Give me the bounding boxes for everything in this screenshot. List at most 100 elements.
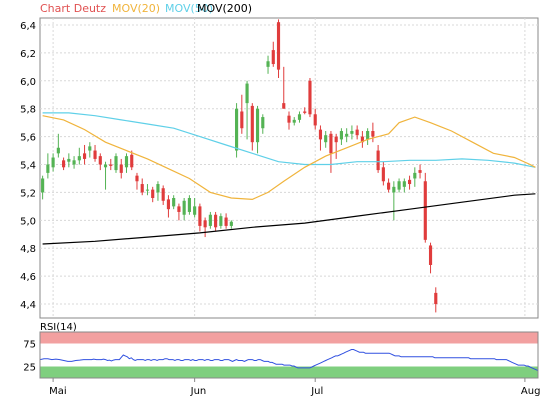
candle-body <box>266 61 270 67</box>
candle-body <box>318 129 323 140</box>
rsi-tick-label: 75 <box>23 340 36 351</box>
candle <box>187 195 191 215</box>
candle <box>318 125 323 151</box>
candle <box>271 41 275 67</box>
candle-body <box>276 22 281 70</box>
candle <box>51 153 55 172</box>
candle <box>82 144 87 165</box>
candle-body <box>371 131 375 137</box>
mov200-line <box>42 193 536 245</box>
candle <box>98 153 102 171</box>
candle-body <box>193 206 197 215</box>
candle <box>261 114 265 134</box>
candle-body <box>355 129 359 136</box>
candle <box>72 156 76 169</box>
candle <box>135 172 139 190</box>
candle <box>193 198 197 218</box>
candle <box>77 147 81 165</box>
candle-body <box>145 189 150 191</box>
candle-body <box>240 111 244 129</box>
candle-body <box>98 156 102 165</box>
price-tick-label: 4,8 <box>20 244 36 255</box>
candle-body <box>255 108 260 143</box>
candle-body <box>292 119 296 123</box>
candle-body <box>219 216 223 226</box>
candle-body <box>93 150 97 159</box>
price-tick-label: 6,4 <box>20 21 36 32</box>
candle <box>339 128 343 145</box>
candle <box>203 217 207 238</box>
candle-body <box>387 182 391 190</box>
candle-body <box>245 83 249 104</box>
candle <box>329 131 333 173</box>
candle <box>109 158 113 171</box>
candle-body <box>119 164 123 173</box>
rsi-axis: 25 75 <box>23 340 36 374</box>
price-tick-label: 4,4 <box>20 300 36 311</box>
candle-body <box>339 131 343 140</box>
candle <box>423 172 427 243</box>
candle <box>428 242 433 274</box>
price-panel: 4,4 4,6 4,8 5,0 5,2 5,4 5,6 5,8 6,0 6,2 6,4 <box>20 17 539 319</box>
candle-body <box>203 220 207 228</box>
candle <box>297 111 302 123</box>
candle <box>114 153 118 173</box>
candle-body <box>282 103 286 109</box>
candle <box>418 164 422 179</box>
price-tick-label: 5,0 <box>20 216 36 227</box>
candle-body <box>397 181 401 190</box>
candle-body <box>287 115 291 123</box>
candle-body <box>124 156 129 168</box>
price-panel-frame <box>39 17 539 319</box>
candle-body <box>407 179 412 185</box>
candle <box>245 80 249 140</box>
candle <box>434 287 438 313</box>
candle <box>56 133 60 158</box>
candle-body <box>62 160 66 168</box>
candle <box>145 184 150 196</box>
candle-body <box>303 111 307 113</box>
candle-body <box>172 198 176 207</box>
candle-body <box>381 167 385 182</box>
x-axis: Mai Jun Jul Aug <box>49 378 540 397</box>
candle <box>177 203 181 221</box>
mov50-line <box>42 112 536 168</box>
candle <box>266 55 270 74</box>
candle <box>413 167 417 187</box>
rsi-panel: RSI(14) 25 75 <box>23 322 539 379</box>
candle <box>119 158 123 179</box>
candle-body <box>151 189 155 198</box>
candle-body <box>67 158 71 162</box>
candle <box>240 94 244 134</box>
candle-body <box>198 206 202 226</box>
candle <box>229 220 233 229</box>
candle-body <box>166 199 171 210</box>
candle <box>387 178 391 193</box>
candle-body <box>366 131 370 140</box>
candle <box>166 195 171 218</box>
candle-body <box>334 136 338 143</box>
candle-body <box>308 80 312 115</box>
candle <box>255 105 260 154</box>
candle-body <box>187 198 191 212</box>
candle <box>151 186 155 203</box>
candle <box>219 213 223 229</box>
price-tick-label: 6,0 <box>20 77 36 88</box>
candle-body <box>402 181 406 187</box>
rsi-tick-label: 25 <box>23 363 36 374</box>
candle <box>360 131 364 148</box>
candle <box>334 133 338 159</box>
candle <box>287 111 291 130</box>
rsi-overbought-band <box>40 332 538 344</box>
candle-body <box>182 200 186 215</box>
candle <box>235 103 239 158</box>
candle-body <box>208 214 212 226</box>
candle <box>308 78 312 118</box>
candle-body <box>413 172 417 179</box>
legend-chart-deutz: Chart Deutz <box>40 2 106 15</box>
rsi-line <box>39 349 539 372</box>
candle <box>324 131 328 148</box>
candle <box>292 117 296 126</box>
mov20-line <box>42 115 536 201</box>
